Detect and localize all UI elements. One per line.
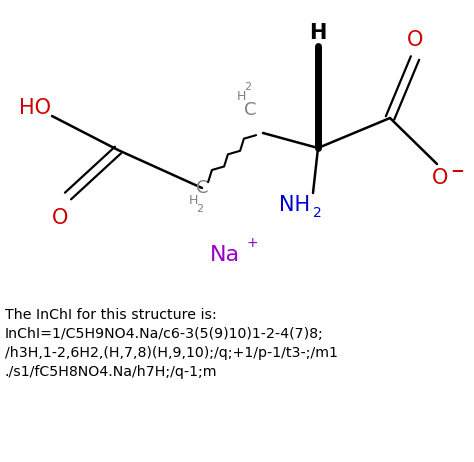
Text: H: H <box>188 194 198 207</box>
Text: O: O <box>407 30 423 50</box>
Text: +: + <box>246 236 258 250</box>
Text: O: O <box>432 168 448 188</box>
Text: 2: 2 <box>245 82 252 92</box>
Text: O: O <box>52 208 68 228</box>
Text: InChI=1/C5H9NO4.Na/c6-3(5(9)10)1-2-4(7)8;: InChI=1/C5H9NO4.Na/c6-3(5(9)10)1-2-4(7)8… <box>5 327 324 341</box>
Text: Na: Na <box>210 245 240 265</box>
Text: H: H <box>237 90 246 103</box>
Text: /h3H,1-2,6H2,(H,7,8)(H,9,10);/q;+1/p-1/t3-;/m1: /h3H,1-2,6H2,(H,7,8)(H,9,10);/q;+1/p-1/t… <box>5 346 338 360</box>
Text: The InChI for this structure is:: The InChI for this structure is: <box>5 308 217 322</box>
Text: 2: 2 <box>196 204 203 214</box>
Text: H: H <box>310 23 327 43</box>
Text: C: C <box>244 101 256 119</box>
Text: HO: HO <box>19 98 51 118</box>
Text: ./s1/fC5H8NO4.Na/h7H;/q-1;m: ./s1/fC5H8NO4.Na/h7H;/q-1;m <box>5 365 218 379</box>
Text: 2: 2 <box>313 206 321 220</box>
Text: C: C <box>196 179 208 197</box>
Text: −: − <box>450 161 464 179</box>
Text: NH: NH <box>280 195 310 215</box>
